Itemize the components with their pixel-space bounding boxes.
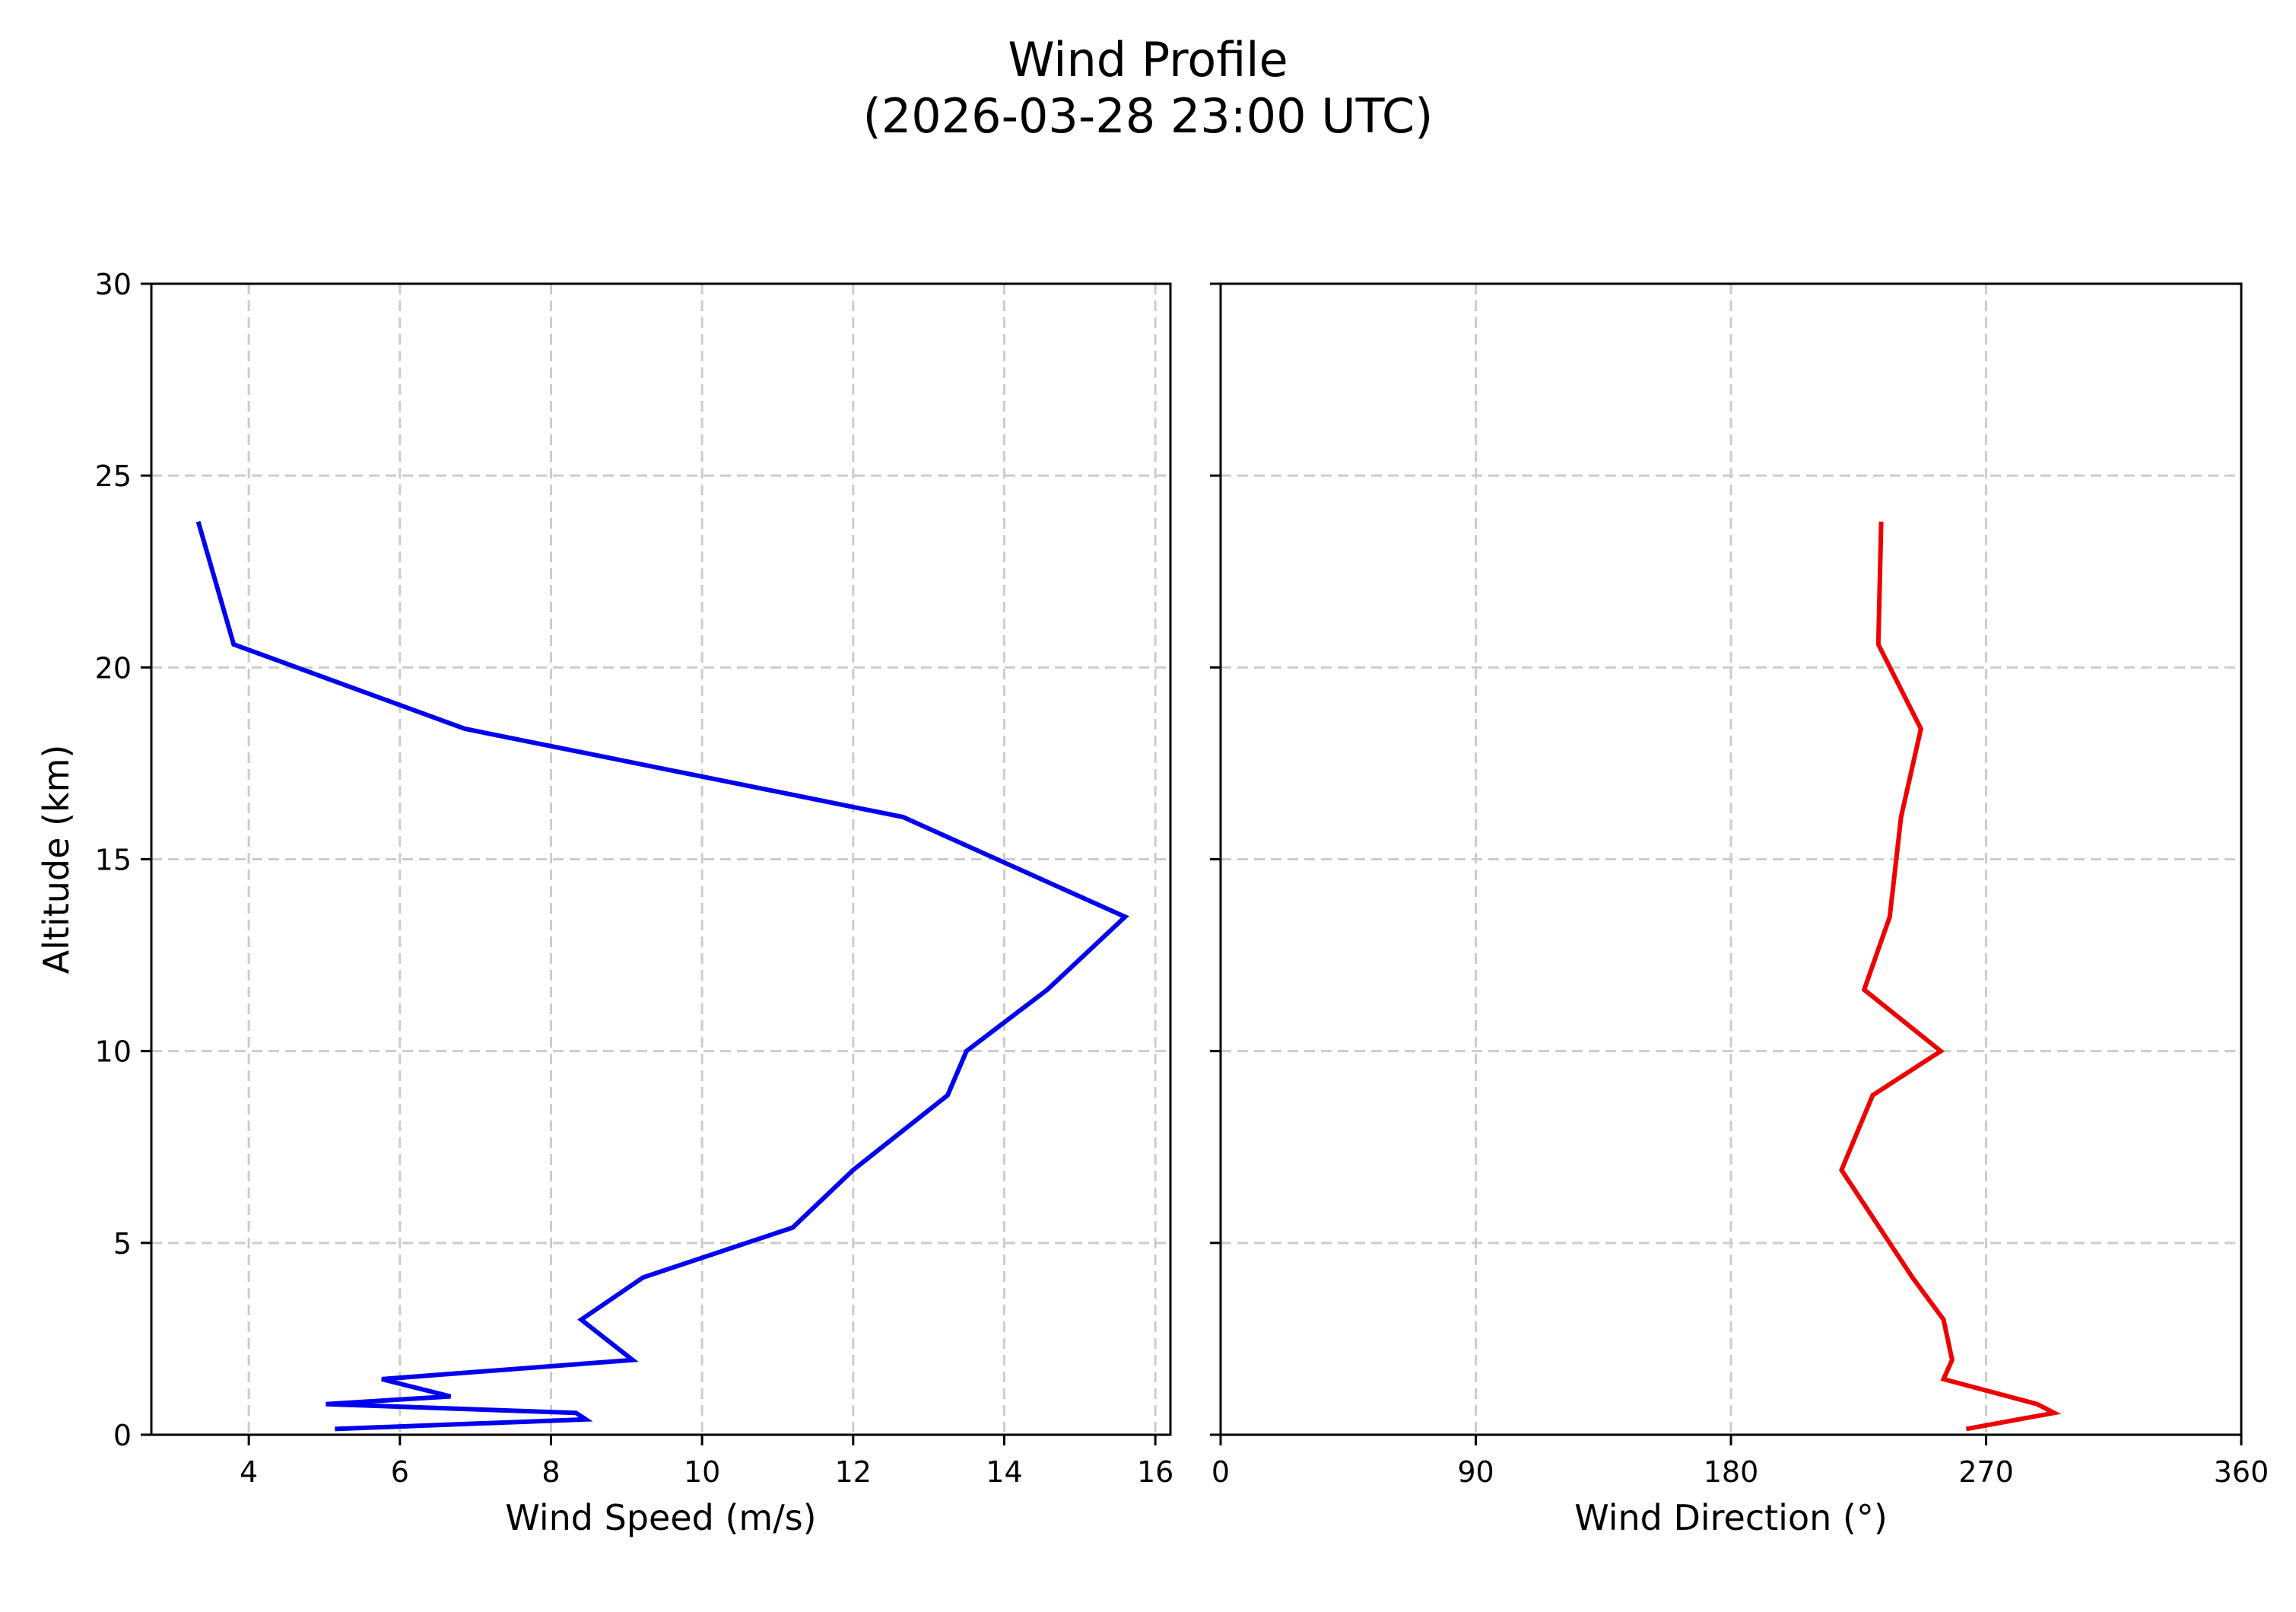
x-tick-label: 14	[986, 1455, 1022, 1489]
chart-title-line2: (2026-03-28 23:00 UTC)	[862, 88, 1434, 144]
x-tick-label: 4	[240, 1455, 258, 1489]
y-tick-label: 10	[95, 1035, 132, 1069]
x-tick-label: 270	[1958, 1455, 2014, 1489]
x-axis-label: Wind Direction (°)	[1574, 1497, 1888, 1538]
y-tick-label: 15	[95, 844, 132, 877]
y-tick-label: 5	[113, 1227, 132, 1261]
x-tick-label: 90	[1457, 1455, 1494, 1489]
wind-speed-axes: 4 6 8 10 12 14 16 0 5 10 15 20 25 30 Wind Speed (m/s) A…	[36, 268, 1173, 1538]
x-axis-label: Wind Speed (m/s)	[505, 1497, 816, 1538]
chart-title-line1: Wind Profile	[1008, 32, 1288, 87]
data-line	[195, 520, 1129, 1432]
x-tick-label: 360	[2214, 1455, 2269, 1489]
x-tick-label: 10	[684, 1455, 720, 1489]
x-tick-label: 16	[1137, 1455, 1173, 1489]
x-tick-label: 0	[1212, 1455, 1230, 1489]
y-tick-label: 20	[95, 651, 132, 685]
y-tick-label: 30	[95, 268, 132, 301]
x-tick-label: 6	[391, 1455, 409, 1489]
y-axis-label: Altitude (km)	[36, 745, 77, 975]
y-tick-label: 0	[113, 1419, 132, 1452]
wind-direction-axes: 0 90 180 270 360 Wind Direction (°)	[1210, 282, 2269, 1538]
data-line	[1839, 521, 2062, 1432]
x-tick-label: 8	[541, 1455, 560, 1489]
y-tick-label: 25	[95, 459, 132, 493]
x-tick-label: 12	[835, 1455, 872, 1489]
x-tick-label: 180	[1704, 1455, 1759, 1489]
